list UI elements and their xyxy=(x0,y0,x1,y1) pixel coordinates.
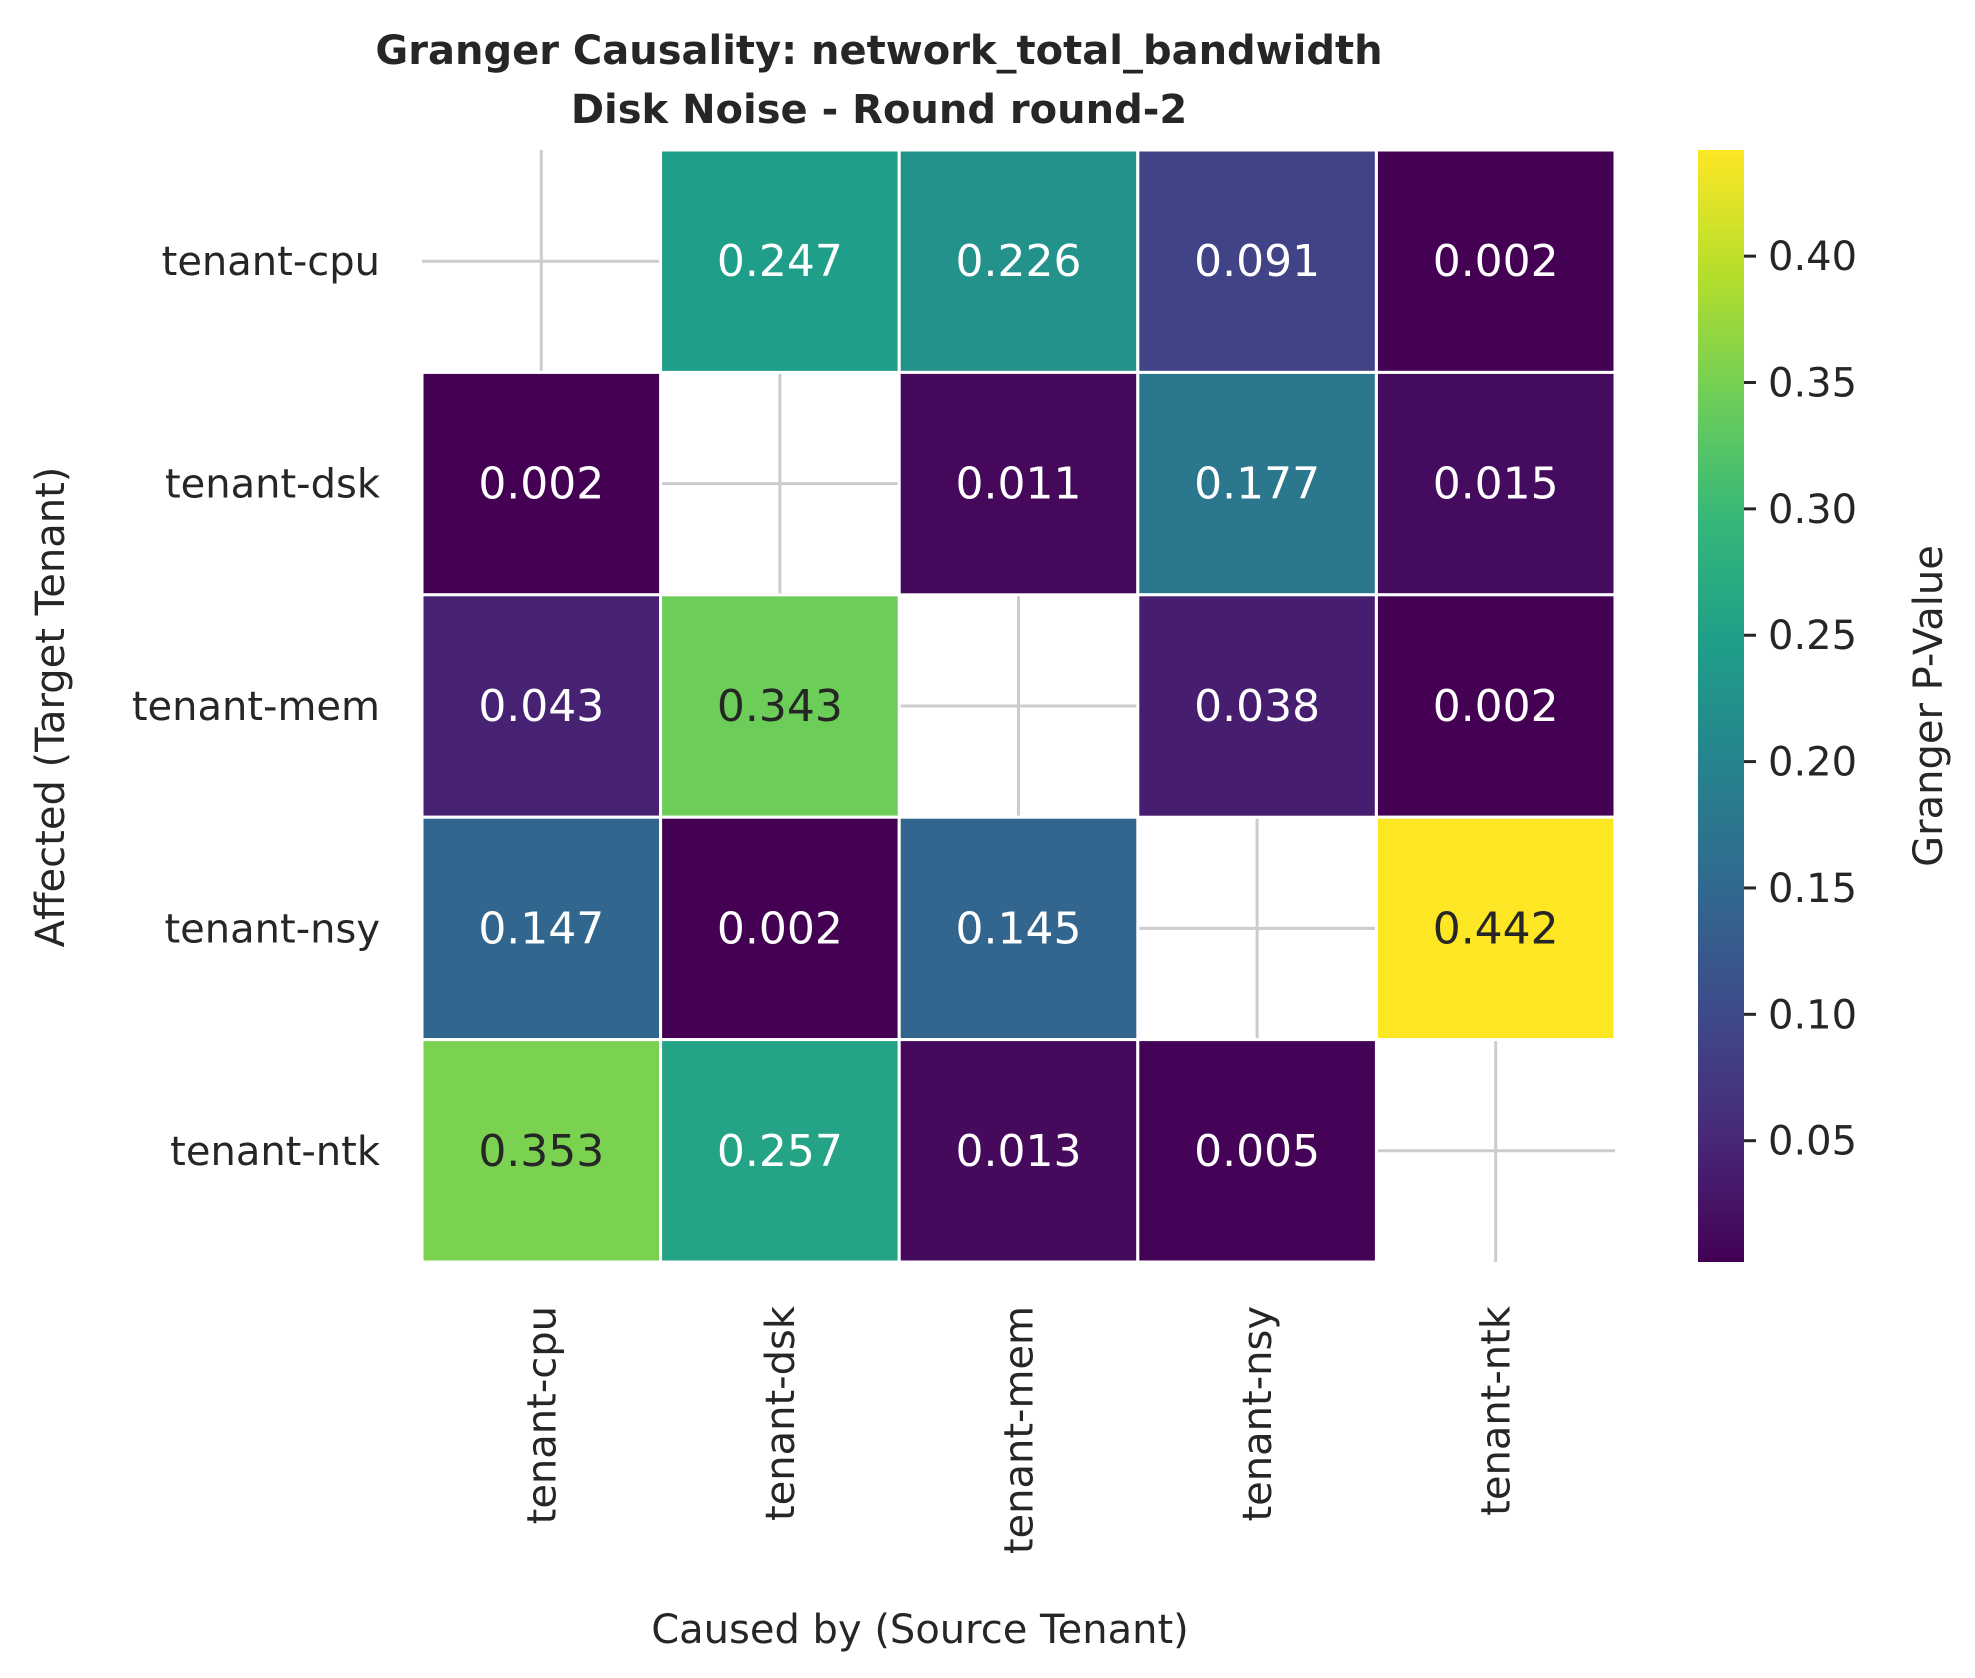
y-tick-label: tenant-cpu xyxy=(162,239,380,285)
cell-value-label: 0.091 xyxy=(1194,236,1320,287)
cell-value-label: 0.015 xyxy=(1433,459,1559,510)
heatmap-cell xyxy=(420,593,663,819)
heatmap-cells: 0.247 0.226 0.091 0.002 0.002 0.011 0.177 0.015… xyxy=(420,148,1617,1264)
heatmap-cell xyxy=(420,1038,663,1264)
colorbar-tick-label: 0.40 xyxy=(1768,234,1857,280)
cell-value-label: 0.043 xyxy=(478,681,604,732)
cell-value-label: 0.038 xyxy=(1194,681,1320,732)
y-tick-labels: tenant-cpu tenant-dsk tenant-mem tenant-nsy… xyxy=(132,239,381,1175)
cell-value-label: 0.343 xyxy=(717,681,843,732)
x-axis-label: Caused by (Source Tenant) xyxy=(651,1607,1189,1653)
heatmap-cell xyxy=(420,370,663,597)
colorbar-label: Granger P-Value xyxy=(1906,545,1952,867)
y-tick-label: tenant-nsy xyxy=(165,906,381,952)
x-tick-label: tenant-ntk xyxy=(1474,1305,1520,1516)
cell-value-label: 0.002 xyxy=(1433,236,1559,287)
colorbar-tick-label: 0.15 xyxy=(1768,866,1857,912)
colorbar-tick-label: 0.30 xyxy=(1768,487,1857,533)
cell-value-label: 0.005 xyxy=(1194,1126,1320,1177)
heatmap-cell xyxy=(420,815,663,1042)
cell-value-label: 0.147 xyxy=(478,903,604,954)
x-tick-label: tenant-cpu xyxy=(519,1306,565,1524)
heatmap-cell xyxy=(1136,1038,1378,1264)
y-tick-label: tenant-mem xyxy=(132,684,380,730)
heatmap-cell xyxy=(1136,370,1378,597)
colorbar-tick-label: 0.10 xyxy=(1768,992,1857,1038)
x-tick-labels: tenant-cpu tenant-dsk tenant-mem tenant-nsy… xyxy=(519,1305,1519,1554)
heatmap-cell xyxy=(1374,370,1617,597)
colorbar xyxy=(1698,150,1744,1262)
cell-value-label: 0.177 xyxy=(1194,459,1320,510)
heatmap-cell xyxy=(1374,815,1617,1042)
heatmap-cell xyxy=(897,370,1140,597)
heatmap-cell xyxy=(897,1038,1140,1264)
y-tick-label: tenant-dsk xyxy=(165,462,381,508)
x-tick-label: tenant-nsy xyxy=(1235,1306,1281,1522)
colorbar-tick-label: 0.20 xyxy=(1768,740,1857,786)
heatmap-cell xyxy=(897,815,1140,1042)
x-tick-label: tenant-dsk xyxy=(758,1305,804,1521)
heatmap-cell xyxy=(1136,593,1378,819)
cell-value-label: 0.257 xyxy=(717,1126,843,1177)
x-tick-label: tenant-mem xyxy=(997,1306,1043,1554)
chart-title-line2: Disk Noise - Round round-2 xyxy=(571,87,1187,133)
cell-value-label: 0.226 xyxy=(956,236,1082,287)
heatmap-cell xyxy=(659,593,901,819)
cell-value-label: 0.247 xyxy=(717,236,843,287)
cell-value-label: 0.002 xyxy=(478,459,604,510)
cell-value-label: 0.353 xyxy=(478,1126,604,1177)
cell-value-label: 0.002 xyxy=(1433,681,1559,732)
y-tick-label: tenant-ntk xyxy=(170,1129,381,1175)
heatmap-cell xyxy=(659,1038,901,1264)
cell-value-label: 0.145 xyxy=(956,903,1082,954)
heatmap-cell xyxy=(1374,148,1617,374)
y-axis-label: Affected (Target Tenant) xyxy=(28,467,74,948)
colorbar-tick-label: 0.35 xyxy=(1768,361,1857,407)
heatmap-cell xyxy=(897,148,1140,374)
colorbar-tick-label: 0.25 xyxy=(1768,613,1857,659)
colorbar-ticks: 0.05 0.10 0.15 0.20 0.25 0.30 0.35 0.40 xyxy=(1744,234,1857,1165)
cell-value-label: 0.013 xyxy=(956,1126,1082,1177)
cell-value-label: 0.442 xyxy=(1433,903,1559,954)
chart-title-line1: Granger Causality: network_total_bandwid… xyxy=(375,28,1382,74)
colorbar-tick-label: 0.05 xyxy=(1768,1119,1857,1165)
cell-value-label: 0.002 xyxy=(717,903,843,954)
cell-value-label: 0.011 xyxy=(956,459,1082,510)
